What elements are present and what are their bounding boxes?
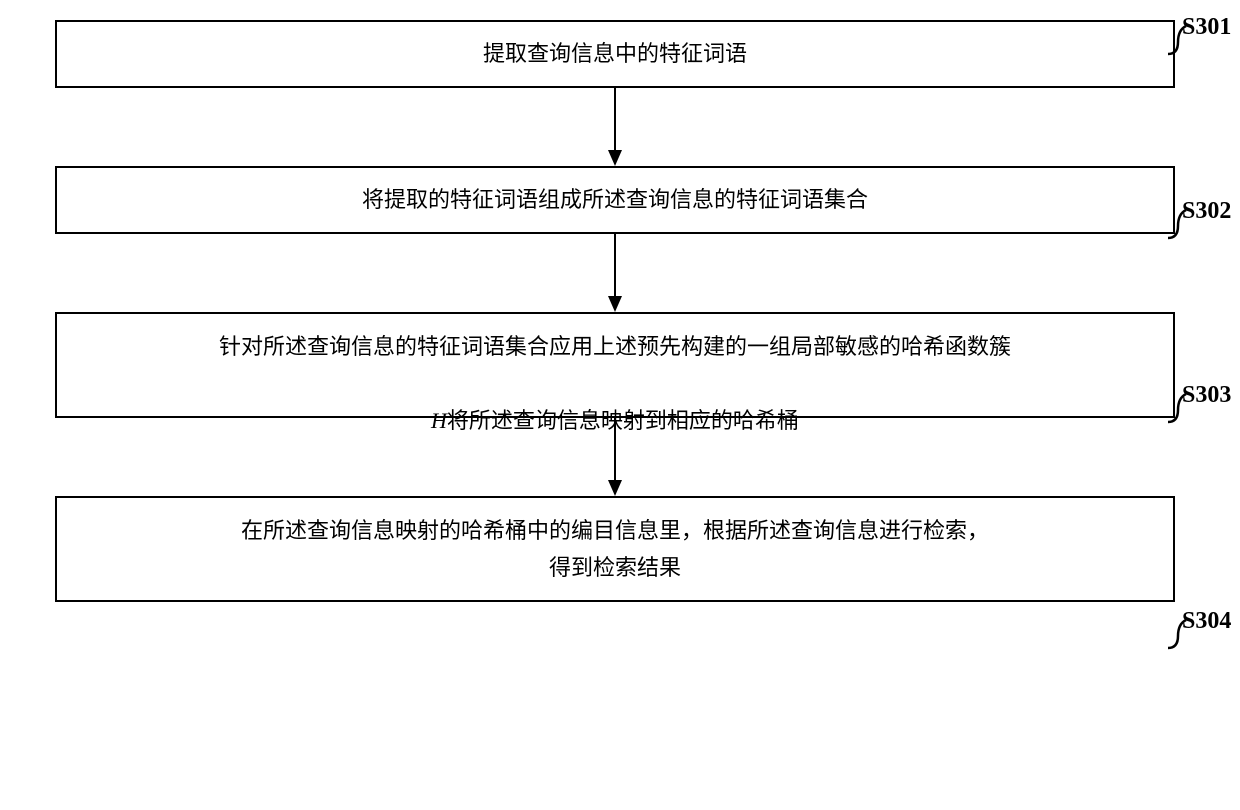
step-text: 在所述查询信息映射的哈希桶中的编目信息里，根据所述查询信息进行检索， 得到检索结… (241, 512, 989, 587)
step-label-s303: S303 (1182, 382, 1231, 409)
step-text: 针对所述查询信息的特征词语集合应用上述预先构建的一组局部敏感的哈希函数簇 H将所… (219, 290, 1011, 440)
step-text-line2: 将所述查询信息映射到相应的哈希桶 (447, 408, 799, 433)
step-label-s301: S301 (1182, 14, 1231, 41)
step-label-s304: S304 (1182, 608, 1231, 635)
step-text-line1: 针对所述查询信息的特征词语集合应用上述预先构建的一组局部敏感的哈希函数簇 (219, 334, 1011, 359)
step-label-s302: S302 (1182, 198, 1231, 225)
step-box-s301: 提取查询信息中的特征词语 (55, 20, 1175, 88)
arrow-1 (600, 88, 630, 166)
step-text: 将提取的特征词语组成所述查询信息的特征词语集合 (362, 181, 868, 218)
step-box-s304: 在所述查询信息映射的哈希桶中的编目信息里，根据所述查询信息进行检索， 得到检索结… (55, 496, 1175, 602)
step-box-s302: 将提取的特征词语组成所述查询信息的特征词语集合 (55, 166, 1175, 234)
hash-symbol: H (431, 408, 447, 433)
step-box-s303: 针对所述查询信息的特征词语集合应用上述预先构建的一组局部敏感的哈希函数簇 H将所… (55, 312, 1175, 418)
flowchart-container: 提取查询信息中的特征词语 将提取的特征词语组成所述查询信息的特征词语集合 针对所… (50, 20, 1180, 602)
step-text: 提取查询信息中的特征词语 (483, 35, 747, 72)
